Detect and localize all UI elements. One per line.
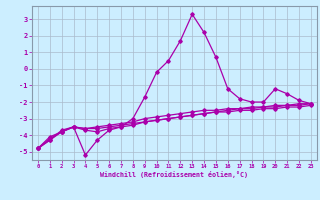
X-axis label: Windchill (Refroidissement éolien,°C): Windchill (Refroidissement éolien,°C) [100,171,248,178]
